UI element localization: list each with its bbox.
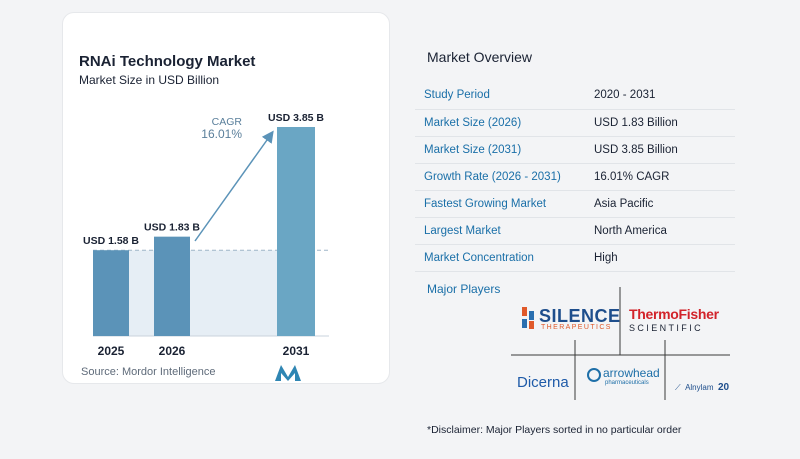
tick-label-2025: 2025 [98, 344, 125, 358]
overview-row: Market Size (2031) USD 3.85 Billion [415, 136, 735, 164]
overview-table: Study Period 2020 - 2031 Market Size (2026… [415, 82, 735, 272]
cagr-value: 16.01% [201, 127, 242, 141]
tick-label-2026: 2026 [159, 344, 186, 358]
overview-value: USD 1.83 Billion [590, 109, 735, 137]
cagr-arrow [194, 130, 274, 242]
chart-card: RNAi Technology Market Market Size in US… [62, 12, 390, 384]
overview-key: Market Size (2031) [415, 136, 590, 164]
dicerna-logo: Dicerna [517, 374, 569, 391]
overview-row: Largest Market North America [415, 217, 735, 245]
bar-2026 [154, 236, 190, 336]
overview-row: Market Concentration High [415, 244, 735, 272]
thermo-subtext: SCIENTIFIC [629, 323, 704, 333]
bar-2025 [93, 250, 129, 336]
alnylam-mark-icon: ⟋ [675, 383, 681, 392]
arrowhead-text: arrowhead [603, 366, 660, 380]
silence-text: SILENCE [539, 306, 621, 326]
overview-key: Market Concentration [415, 244, 590, 272]
overview-value: Asia Pacific [590, 190, 735, 218]
disclaimer: *Disclaimer: Major Players sorted in no … [427, 424, 682, 436]
overview-value: High [590, 244, 735, 272]
overview-value: 16.01% CAGR [590, 163, 735, 191]
bar-2031 [277, 127, 315, 336]
overview-key: Largest Market [415, 217, 590, 245]
alnylam-number: 20 [717, 382, 730, 393]
overview-value: USD 3.85 Billion [590, 136, 735, 164]
cagr-label: CAGR [212, 116, 243, 128]
overview-value: North America [590, 217, 735, 245]
overview-key: Market Size (2026) [415, 109, 590, 137]
silence-subtext: THERAPEUTICS [541, 324, 612, 331]
overview-key: Study Period [415, 82, 590, 110]
source-note: Source: Mordor Intelligence [81, 366, 216, 378]
arrowhead-subtext: pharmaceuticals [605, 380, 649, 386]
silence-mark-icon [522, 307, 534, 329]
major-players-title: Major Players [427, 282, 501, 296]
arrowhead-mark-icon [587, 368, 601, 382]
overview-row: Fastest Growing Market Asia Pacific [415, 190, 735, 218]
thermo-fisher-logo: ThermoFisher SCIENTIFIC [629, 306, 719, 333]
alnylam-logo: ⟋ Alnylam 20 [675, 377, 729, 395]
overview-panel: Market Overview Study Period 2020 - 2031 M… [415, 0, 800, 459]
overview-row: Study Period 2020 - 2031 [415, 82, 735, 110]
overview-title: Market Overview [427, 49, 533, 65]
players-grid [511, 287, 730, 400]
chart-subtitle: Market Size in USD Billion [79, 73, 220, 87]
overview-row: Market Size (2026) USD 1.83 Billion [415, 109, 735, 137]
data-label-2025: USD 1.58 B [83, 235, 139, 247]
overview-key: Fastest Growing Market [415, 190, 590, 218]
thermo-text: ThermoFisher [629, 306, 719, 322]
chart-title: RNAi Technology Market [79, 53, 256, 70]
overview-row: Growth Rate (2026 - 2031) 16.01% CAGR [415, 163, 735, 191]
data-label-2026: USD 1.83 B [144, 222, 200, 234]
alnylam-text: Alnylam [685, 383, 714, 392]
mordor-logo-icon [275, 365, 301, 381]
data-label-2031: USD 3.85 B [268, 112, 324, 124]
overview-key: Growth Rate (2026 - 2031) [415, 163, 590, 191]
tick-label-2031: 2031 [283, 344, 310, 358]
overview-value: 2020 - 2031 [590, 82, 735, 110]
bar-chart: USD 1.58 B 2025 USD 1.83 B 2026 USD 3.85 B 20… [83, 112, 329, 358]
